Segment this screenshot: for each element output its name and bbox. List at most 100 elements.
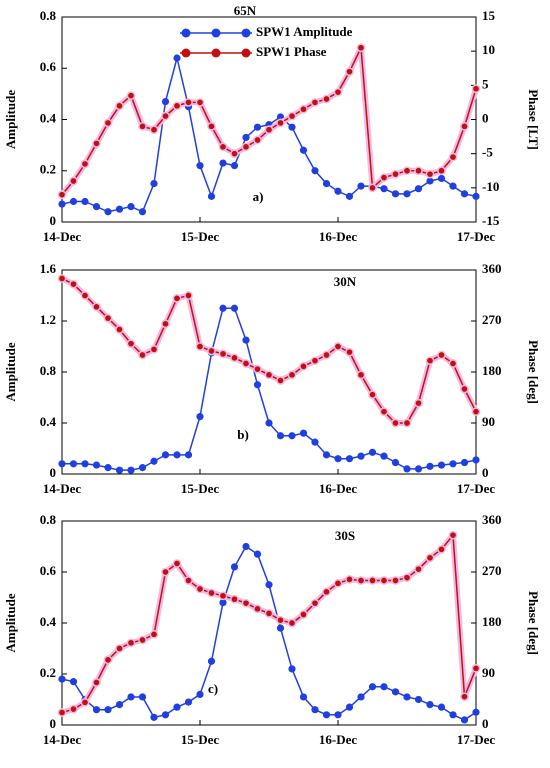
data-point: [230, 563, 239, 571]
data-point: [437, 166, 446, 176]
data-point: [80, 291, 90, 300]
data-point: [195, 342, 205, 351]
data-point: [115, 101, 124, 111]
data-point: [345, 347, 354, 357]
data-point: [138, 464, 147, 472]
data-point: [161, 111, 170, 121]
data-point: [276, 615, 285, 625]
data-point: [172, 559, 182, 568]
panel-title: 65N: [234, 3, 257, 18]
data-point: [264, 125, 274, 135]
y-tick-label: 0.4: [40, 614, 57, 629]
y2-axis-label: Phase [deg]: [526, 340, 541, 404]
data-point: [437, 461, 446, 469]
data-point: [391, 688, 400, 696]
data-point: [287, 618, 297, 628]
data-point: [115, 466, 124, 474]
panel-title: 30N: [334, 274, 357, 289]
y-axis-label: Amplitude: [3, 593, 18, 652]
data-point: [265, 419, 273, 427]
data-point: [345, 192, 354, 200]
data-point: [391, 458, 400, 467]
data-point: [127, 693, 135, 701]
y-tick-label: 0.8: [40, 512, 57, 527]
data-point: [207, 657, 216, 665]
x-tick-label: 16-Dec: [319, 229, 357, 244]
data-point: [357, 182, 365, 190]
x-tick-label: 15-Dec: [181, 229, 219, 244]
data-point: [299, 146, 308, 154]
data-point: [230, 353, 239, 363]
y2-tick-label: 90: [482, 665, 495, 680]
data-point: [437, 544, 446, 554]
data-point: [322, 711, 331, 719]
y2-tick-label: 270: [482, 312, 502, 327]
data-point: [288, 432, 296, 440]
data-point: [357, 693, 365, 701]
data-point: [333, 342, 343, 351]
data-point: [230, 304, 239, 312]
data-point: [69, 197, 78, 206]
data-point: [368, 683, 377, 691]
data-point: [402, 573, 412, 583]
y2-tick-label: 0: [482, 110, 489, 125]
data-point: [184, 576, 193, 585]
data-point: [242, 133, 250, 142]
data-point: [310, 98, 320, 107]
data-point: [230, 149, 239, 159]
legend-marker: [211, 48, 221, 58]
data-point: [471, 663, 481, 673]
data-point: [471, 407, 481, 417]
data-point: [299, 361, 308, 371]
data-point: [69, 460, 78, 468]
data-point: [196, 162, 204, 170]
series-line: [61, 533, 477, 714]
data-point: [426, 462, 434, 470]
legend-label: SPW1 Amplitude: [256, 24, 353, 39]
data-point: [449, 182, 457, 190]
plot-frame: [61, 520, 477, 726]
x-tick-label: 17-Dec: [457, 732, 495, 747]
data-point: [265, 581, 273, 589]
y-tick-label: 0.6: [40, 563, 57, 578]
y-tick-label: 0: [50, 716, 57, 731]
data-point: [460, 190, 469, 198]
data-point: [414, 185, 423, 193]
data-point: [379, 407, 389, 417]
y-tick-label: 1.6: [40, 261, 57, 276]
data-point: [345, 67, 354, 77]
data-point: [184, 291, 193, 300]
data-point: [161, 97, 170, 106]
y2-tick-label: 15: [482, 8, 496, 23]
data-point: [379, 576, 389, 585]
data-point: [368, 390, 377, 400]
data-point: [460, 121, 469, 131]
data-point: [69, 678, 78, 686]
data-point: [368, 183, 377, 193]
data-point: [460, 384, 469, 394]
data-point: [253, 604, 262, 614]
data-point: [334, 455, 342, 463]
y2-tick-label: -10: [482, 179, 499, 194]
data-point: [299, 429, 308, 437]
y2-tick-label: 90: [482, 414, 495, 429]
data-point: [184, 98, 193, 107]
data-point: [69, 704, 78, 714]
data-point: [115, 644, 124, 653]
data-point: [138, 208, 147, 216]
data-point: [253, 550, 262, 558]
data-point: [425, 169, 435, 179]
data-point: [356, 43, 366, 53]
data-point: [426, 177, 434, 185]
data-point: [253, 123, 262, 131]
data-point: [472, 708, 480, 716]
x-tick-label: 14-Dec: [43, 481, 81, 496]
x-tick-label: 17-Dec: [457, 481, 495, 496]
data-point: [150, 179, 158, 188]
data-point: [184, 451, 193, 459]
data-point: [391, 169, 400, 179]
data-point: [356, 576, 366, 585]
data-point: [150, 457, 158, 465]
data-point: [172, 293, 182, 303]
data-point: [207, 121, 216, 131]
